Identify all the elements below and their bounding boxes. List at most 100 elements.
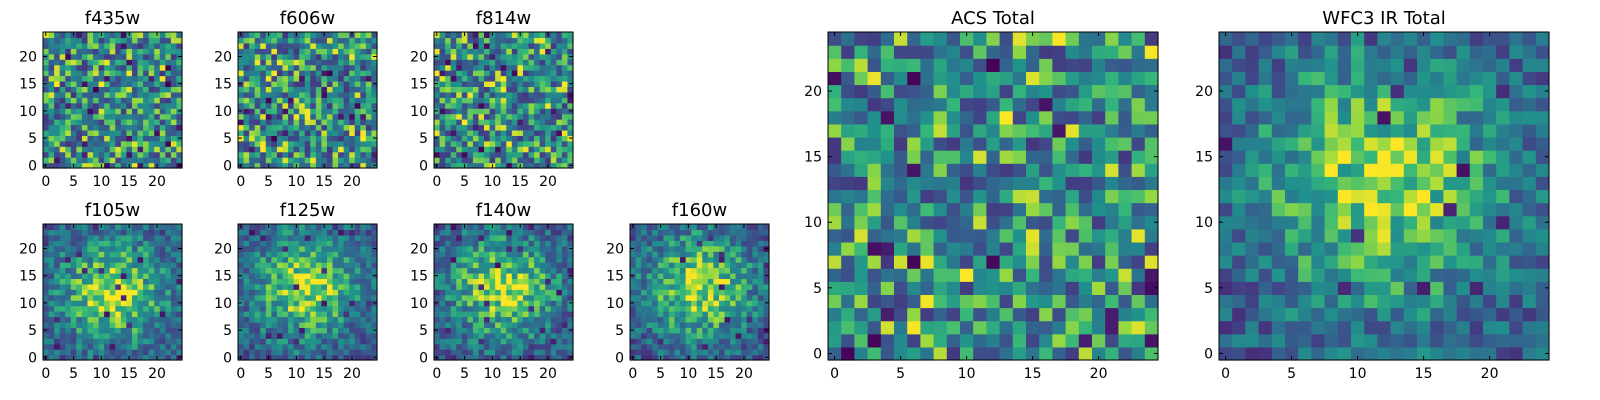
heatmap-cell [115, 267, 122, 274]
heatmap-cell [528, 256, 535, 263]
heatmap-cell [746, 262, 753, 269]
heatmap-cell [718, 321, 726, 328]
heatmap-cell [495, 294, 502, 301]
heatmap-cell [326, 262, 334, 269]
heatmap-cell [238, 338, 245, 345]
heatmap-cell [718, 294, 726, 301]
heatmap-cell [933, 294, 948, 309]
heatmap-cell [534, 124, 541, 131]
heatmap-cell [120, 75, 127, 82]
heatmap-cell [556, 86, 563, 93]
heatmap-cell [550, 80, 557, 87]
heatmap-cell [349, 272, 356, 279]
heatmap-cell [685, 229, 692, 236]
heatmap-cell [321, 262, 328, 269]
heatmap-cell [685, 316, 692, 323]
heatmap-cell [76, 86, 83, 93]
heatmap-cell [657, 316, 664, 323]
heatmap-cell [343, 119, 350, 126]
heatmap-cell [450, 272, 457, 279]
heatmap-cell [1039, 189, 1053, 204]
heatmap-cell [517, 102, 524, 109]
heatmap-cell [104, 102, 111, 109]
heatmap-cell [165, 42, 172, 49]
heatmap-cell [511, 251, 518, 258]
heatmap-cell [87, 64, 94, 71]
heatmap-cell [735, 321, 742, 328]
heatmap-cell [746, 316, 753, 323]
heatmap-cell [561, 234, 569, 241]
heatmap-cell [332, 349, 339, 356]
heatmap-cell [973, 189, 987, 204]
heatmap-cell [439, 294, 446, 301]
heatmap-cell [828, 150, 842, 164]
heatmap-cell [702, 278, 709, 285]
heatmap-cell [456, 135, 463, 142]
heatmap-cell [517, 80, 524, 87]
heatmap-cell [288, 37, 295, 44]
heatmap-cell [93, 135, 100, 142]
heatmap-cell [456, 251, 463, 258]
heatmap-cell [271, 42, 278, 49]
heatmap-cell [288, 327, 295, 334]
heatmap-cell [484, 311, 491, 318]
heatmap-cell [657, 251, 664, 258]
heatmap-cell [349, 332, 356, 339]
heatmap-cell [170, 48, 178, 55]
heatmap-cell [657, 327, 664, 334]
heatmap-cell [880, 202, 895, 217]
heatmap-cell [511, 48, 518, 55]
heatmap-cell [360, 146, 367, 153]
heatmap-cell [1144, 241, 1159, 256]
heatmap-cell [87, 146, 94, 153]
heatmap-cell [315, 267, 322, 274]
heatmap-cell [282, 343, 289, 350]
heatmap-cell [238, 64, 245, 71]
heatmap-cell [354, 97, 361, 104]
heatmap-cell [76, 97, 83, 104]
heatmap-cell [1052, 189, 1067, 204]
heatmap-cell [522, 157, 530, 164]
heatmap-cell [445, 240, 452, 247]
heatmap-cell [556, 267, 563, 274]
heatmap-cell [545, 102, 552, 109]
heatmap-cell [87, 42, 94, 49]
heatmap-cell [539, 32, 546, 39]
heatmap-cell [332, 157, 339, 164]
heatmap-cell [310, 338, 317, 345]
heatmap-cell [48, 32, 55, 39]
heatmap-cell [87, 316, 94, 323]
heatmap-cell [567, 37, 574, 44]
heatmap-cell [70, 146, 77, 153]
heatmap-cell [360, 48, 367, 55]
heatmap-cell [143, 124, 150, 131]
heatmap-cell [120, 327, 127, 334]
heatmap-cell [360, 42, 367, 49]
heatmap-cell [87, 162, 94, 169]
heatmap-cell [115, 37, 122, 44]
heatmap-cell [120, 91, 127, 98]
heatmap-cell [249, 102, 256, 109]
heatmap-cell [752, 234, 759, 241]
heatmap-cell [506, 354, 513, 361]
heatmap-cell [854, 281, 869, 295]
heatmap-cell [445, 70, 452, 77]
heatmap-cell [59, 321, 66, 328]
heatmap-cell [741, 343, 748, 350]
heatmap-cell [489, 289, 496, 296]
heatmap-cell [680, 251, 687, 258]
heatmap-cell [696, 327, 703, 334]
heatmap-cell [59, 124, 66, 131]
heatmap-cell [326, 338, 334, 345]
heatmap-cell [718, 267, 726, 274]
heatmap-cell [539, 338, 546, 345]
heatmap-cell [506, 75, 513, 82]
x-tick-label: 5 [264, 174, 273, 190]
heatmap-cell [148, 245, 155, 252]
heatmap-cell [545, 48, 552, 55]
heatmap-cell [528, 224, 535, 231]
heatmap-cell [321, 42, 328, 49]
heatmap-cell [360, 135, 367, 142]
heatmap-cell [652, 311, 659, 318]
